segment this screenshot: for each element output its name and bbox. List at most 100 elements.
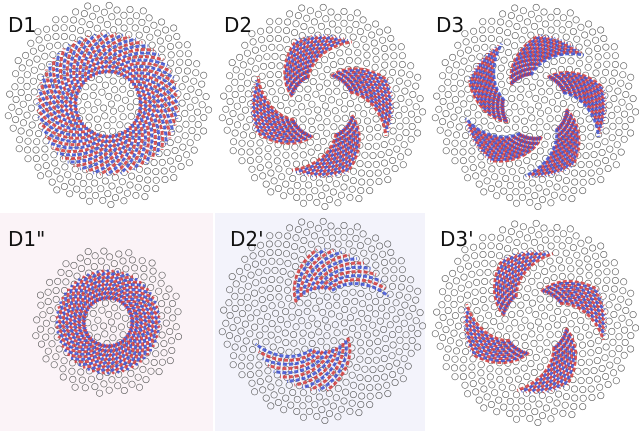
particle [573,326,581,334]
particle [172,323,180,331]
particle [471,36,479,44]
particle [629,311,637,319]
particle [372,115,380,123]
particle [549,265,557,273]
particle [274,336,282,344]
particle [184,50,192,58]
particle [256,331,264,339]
particle [282,151,290,159]
particle [536,147,544,155]
particle [25,129,33,137]
particle [511,123,519,131]
particle [241,320,249,328]
particle [255,54,263,62]
particle [495,125,503,133]
particle [105,310,113,318]
particle [497,64,505,72]
spin-stripe [251,118,309,140]
particle [106,253,114,261]
particle [321,416,329,424]
particle [381,267,389,275]
particle [409,304,417,312]
particle [334,26,342,34]
particle [406,71,414,79]
particle [479,295,487,303]
particle [33,316,41,324]
particle [252,279,260,287]
particle [610,259,618,267]
particle [517,301,525,309]
spin-stripe [347,87,391,129]
particle [521,100,529,108]
particle [614,87,622,95]
particle [307,148,315,156]
particle [449,269,457,277]
particle [322,184,330,192]
particle [627,332,635,340]
particle [397,308,405,316]
particle [363,59,371,67]
particle [320,251,328,259]
particle [627,129,635,137]
spin-stripe [295,132,340,174]
particle [389,257,397,265]
particle [615,333,623,341]
particle [463,291,471,299]
particle [44,34,52,42]
particle [476,315,484,323]
particle [384,240,392,248]
particle [256,353,264,361]
particle [576,275,584,283]
particle [283,320,291,328]
particle [29,77,37,85]
particle [191,96,199,104]
particle [487,327,495,335]
spin-stripe [557,298,607,333]
particle [593,375,601,383]
particle [374,383,382,391]
particle [238,139,246,147]
particle [289,175,297,183]
particle [444,345,452,353]
particle [323,332,331,340]
particle [299,329,307,337]
particle [382,297,390,305]
particle [468,270,476,278]
particle [460,273,468,281]
particle [443,138,451,146]
particle [372,234,380,242]
particle [597,26,605,34]
spin-stripe [138,99,161,156]
particle [400,355,408,363]
particle [477,369,485,377]
particle [288,99,296,107]
disk [431,3,639,211]
spin-stripe [78,343,116,366]
particle [226,98,234,106]
particle [17,127,25,135]
particle [523,373,531,381]
particle [337,58,345,66]
particle [553,183,561,191]
particle [555,174,563,182]
particle [298,103,306,111]
particle [158,358,166,366]
particle [441,275,449,283]
particle [473,307,481,315]
particle [581,31,589,39]
particle [479,234,487,242]
particle [84,258,92,266]
particle [266,232,274,240]
particle [284,232,292,240]
particle [404,79,412,87]
spin-stripe [55,325,96,345]
particle [328,20,336,28]
particle [242,123,250,131]
particle [305,407,313,415]
particle [372,356,380,364]
spin-stripe [253,83,297,125]
spin-stripe [61,343,105,354]
particle [298,246,306,254]
particle [294,226,302,234]
particle [459,116,467,124]
